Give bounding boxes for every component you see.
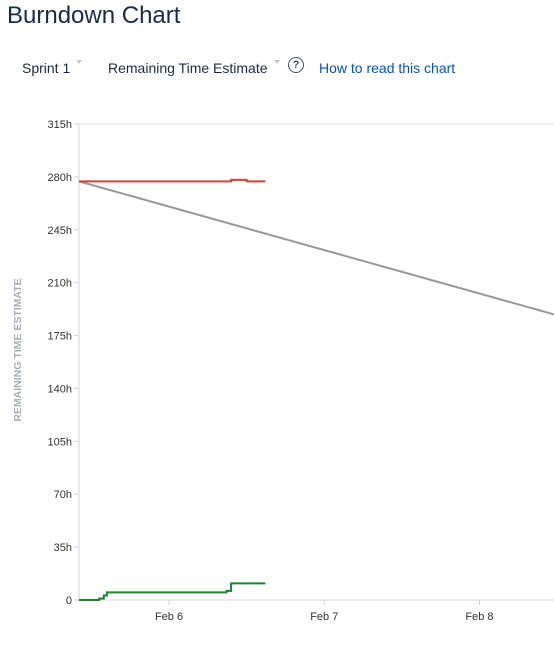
x-tick-label: Feb 6 [155,611,183,623]
plot-frame [78,123,554,601]
x-tick-label: Feb 8 [465,611,493,623]
chevron-down-icon [76,60,83,64]
metric-dropdown-label: Remaining Time Estimate [108,60,268,76]
page-title: Burndown Chart [7,2,181,29]
sprint-dropdown-label: Sprint 1 [22,60,71,76]
series-guideline-line [78,180,554,316]
metric-dropdown[interactable]: Remaining Time Estimate [108,58,280,78]
how-to-read-link[interactable]: How to read this chart [319,60,456,76]
y-tick-label: 245h [48,225,72,237]
chart-toolbar: Sprint 1 Remaining Time Estimate ? How t… [0,54,554,82]
y-tick-label: 315h [48,119,72,131]
y-tick-label: 105h [48,436,72,448]
y-axis-title: REMAINING TIME ESTIMATE [12,278,24,421]
y-tick-label: 140h [48,383,72,395]
y-axis: 315h 280h 245h 210h 175h 140h 105h 70h 35h 0 [48,119,79,607]
help-icon[interactable]: ? [288,57,304,73]
y-tick-label: 210h [48,278,72,290]
y-tick-label: 175h [48,331,72,343]
chevron-down-icon [273,60,280,64]
y-tick-label: 280h [48,172,72,184]
sprint-dropdown[interactable]: Sprint 1 [22,58,83,78]
x-tick-label: Feb 7 [310,611,338,623]
x-axis: Feb 6 Feb 7 Feb 8 [155,600,494,623]
series-completed-line [79,582,266,601]
series-layer [78,178,554,601]
series-remaining-line [79,178,266,183]
y-tick-label: 0 [66,595,72,607]
y-tick-label: 70h [54,489,72,501]
y-tick-label: 35h [54,542,72,554]
